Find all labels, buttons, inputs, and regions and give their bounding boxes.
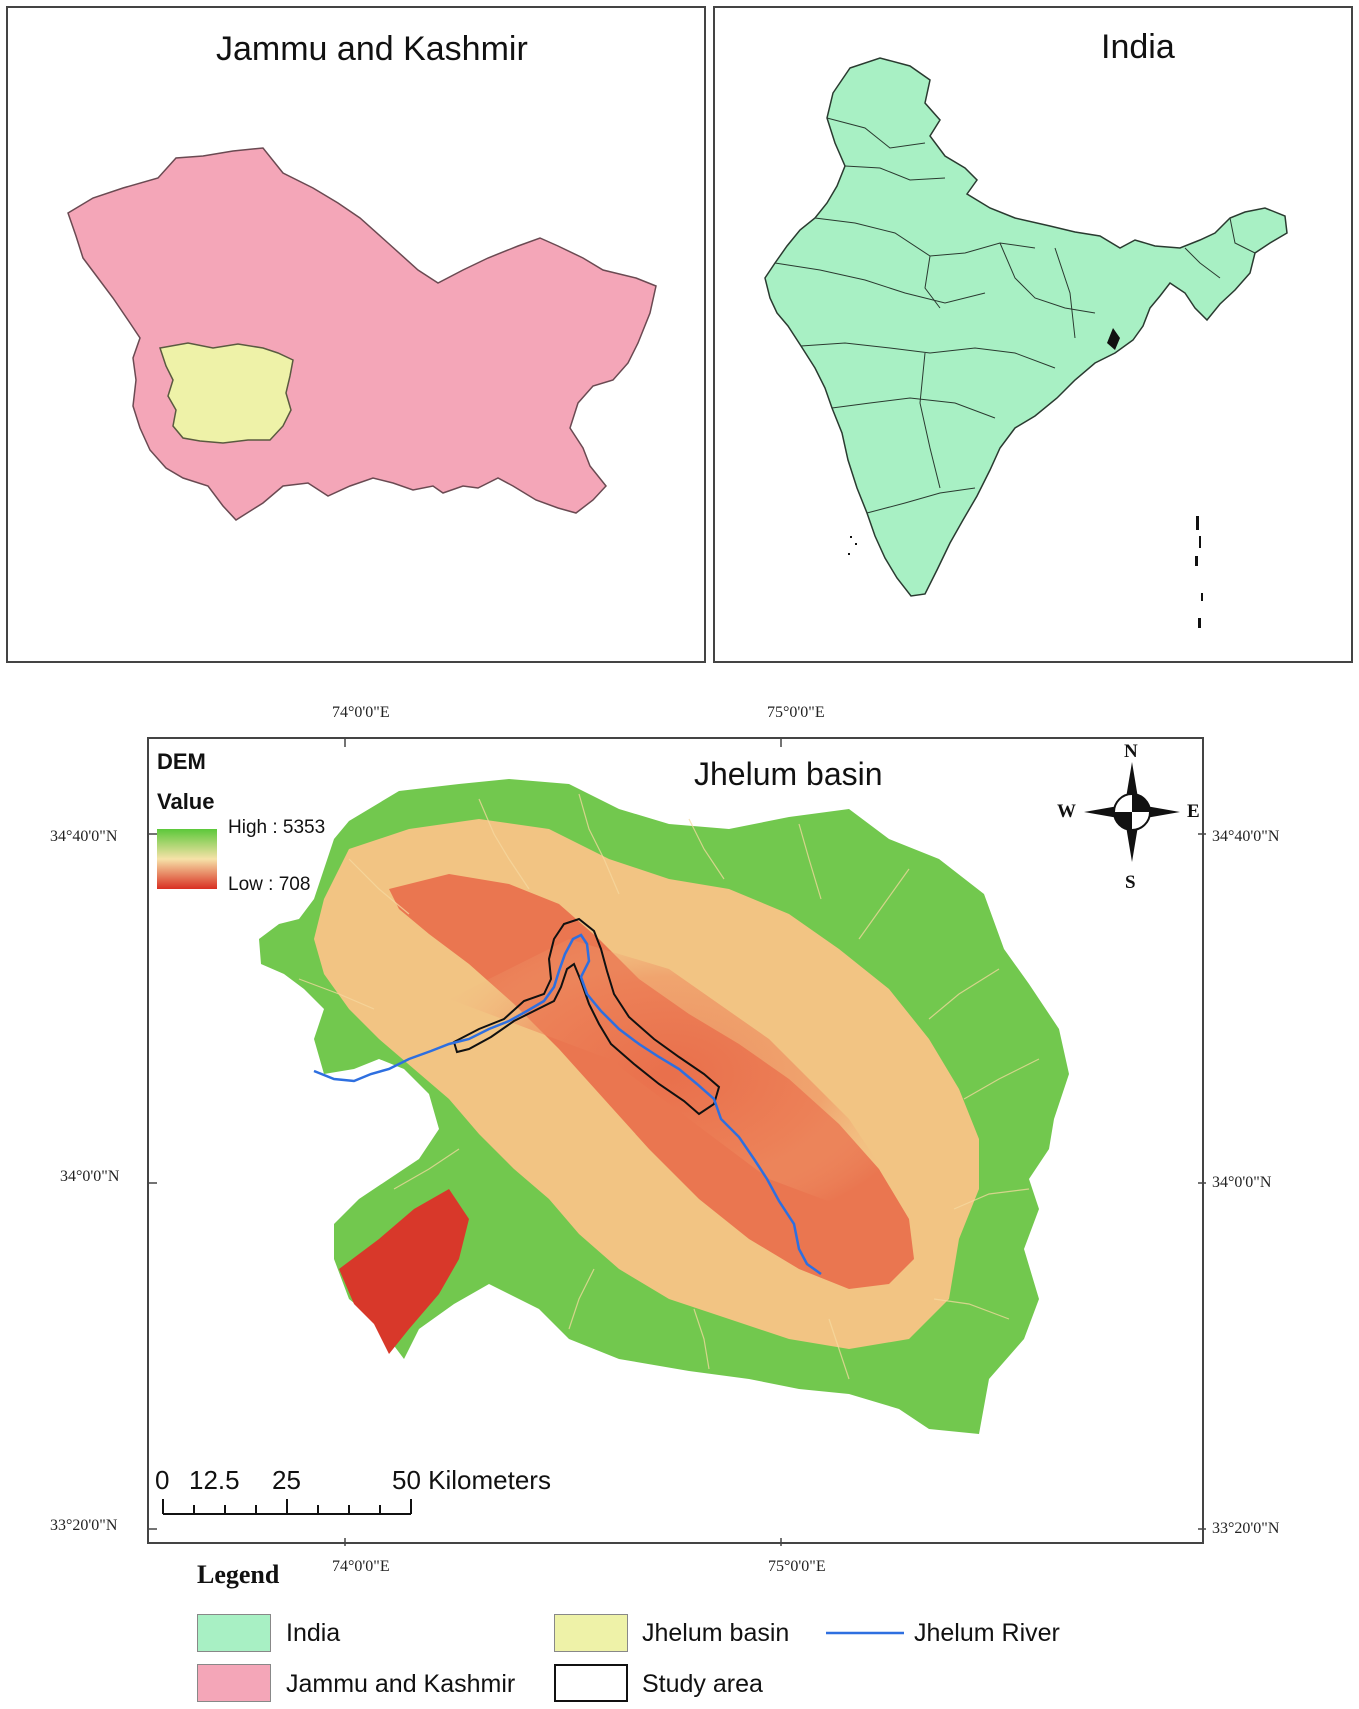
dem-legend-high: High : 5353 (228, 817, 326, 838)
left-latitude-label-1: 34°40'0"N (50, 828, 118, 845)
jk-map-svg (67, 147, 657, 521)
graticule-ticks (149, 739, 1206, 1546)
india-state-boundaries (774, 117, 1256, 514)
legend-label-india: India (286, 1619, 341, 1647)
india-map-svg (764, 57, 1288, 628)
right-latitude-label-2: 34°0'0"N (1212, 1174, 1272, 1191)
compass-rose-icon (1084, 762, 1180, 862)
india-map-title: India (1101, 28, 1175, 66)
jhelum-basin-title: Jhelum basin (694, 756, 883, 792)
legend-label-jhelum-basin: Jhelum basin (642, 1619, 790, 1647)
dem-map-svg (149, 739, 1206, 1546)
compass-north-label: N (1124, 741, 1138, 762)
basin-valley-band (449, 939, 889, 1209)
lakshadweep-islands (848, 536, 857, 555)
scale-label-50-km: 50 Kilometers (392, 1465, 551, 1495)
jk-map-title: Jammu and Kashmir (216, 30, 528, 68)
sundarbans-mark (1107, 328, 1120, 350)
right-latitude-label-1: 34°40'0"N (1212, 828, 1280, 845)
left-latitude-label-3: 33°20'0"N (50, 1517, 118, 1534)
bottom-longitude-label-1: 74°0'0"E (332, 1558, 390, 1575)
legend-label-jhelum-river: Jhelum River (914, 1619, 1060, 1647)
jk-region-shape (67, 147, 657, 521)
top-longitude-label-1: 74°0'0"E (332, 704, 390, 721)
left-latitude-label-2: 34°0'0"N (60, 1168, 120, 1185)
legend-label-study-area: Study area (642, 1670, 763, 1698)
dem-legend-subtitle: Value (157, 789, 215, 814)
legend-river-line-icon (826, 1631, 904, 1635)
legend-label-jammu-kashmir: Jammu and Kashmir (286, 1670, 516, 1698)
jhelum-basin-panel: Jhelum basin (147, 737, 1206, 1546)
legend-swatch-india (197, 1614, 271, 1652)
study-area-polygon (452, 917, 721, 1116)
dem-color-ramp (157, 829, 217, 889)
bottom-longitude-label-2: 75°0'0"E (768, 1558, 826, 1575)
compass-east-label: E (1187, 801, 1200, 822)
scale-label-0: 0 (155, 1465, 170, 1495)
jk-jhelum-basin-shape (159, 342, 294, 444)
dem-legend-low: Low : 708 (228, 874, 311, 895)
legend-swatch-jammu-kashmir (197, 1664, 271, 1702)
scale-bar (162, 1499, 412, 1515)
andaman-islands (1195, 516, 1203, 628)
legend-swatch-study-area (554, 1664, 628, 1702)
jhelum-river-line (313, 933, 822, 1276)
scale-label-25: 25 (272, 1465, 301, 1495)
drainage-texture (298, 793, 1040, 1380)
legend-swatch-jhelum-basin (554, 1614, 628, 1652)
right-latitude-label-3: 33°20'0"N (1212, 1520, 1280, 1537)
compass-south-label: S (1125, 872, 1136, 893)
jk-map-panel: Jammu and Kashmir (6, 6, 706, 663)
basin-terrain-sw-low (339, 1189, 469, 1354)
india-map-panel: India (713, 6, 1353, 663)
compass-west-label: W (1057, 801, 1076, 822)
top-longitude-label-2: 75°0'0"E (767, 704, 825, 721)
scale-label-12-5: 12.5 (189, 1465, 240, 1495)
legend-title: Legend (197, 1560, 280, 1589)
india-country-shape (764, 57, 1288, 597)
dem-legend-title: DEM (157, 749, 206, 774)
